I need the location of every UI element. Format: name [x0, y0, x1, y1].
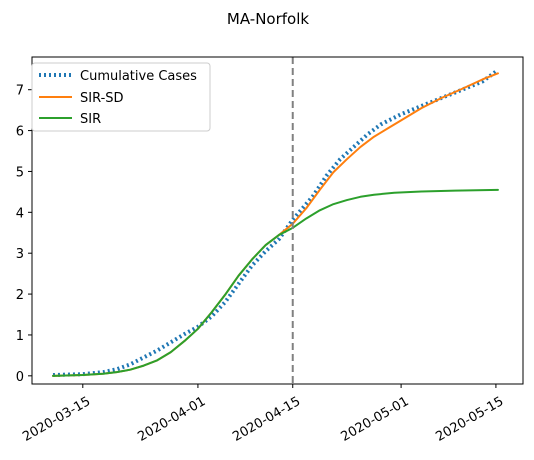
y-tick-label: 5 — [16, 165, 24, 180]
series-line-sir — [51, 188, 499, 377]
y-tick-label: 0 — [16, 370, 24, 385]
plot-layer — [51, 57, 500, 384]
chart-title: MA-Norfolk — [227, 10, 309, 28]
y-tick-label: 4 — [16, 206, 24, 221]
legend-label-sir: SIR — [80, 112, 101, 127]
y-tick-label: 6 — [16, 125, 24, 140]
y-tick-label: 3 — [16, 247, 24, 262]
chart-legend: Cumulative Cases SIR-SD SIR — [31, 62, 211, 132]
y-tick-label: 1 — [16, 329, 24, 344]
legend-label-cumulative-cases: Cumulative Cases — [80, 69, 197, 84]
axes-frame — [31, 56, 524, 385]
legend-frame — [31, 62, 211, 132]
y-tick-label: 7 — [16, 84, 24, 99]
series-line-cumulative-cases — [52, 68, 500, 378]
y-tick-label: 2 — [16, 288, 24, 303]
legend-label-sir-sd: SIR-SD — [80, 91, 124, 106]
